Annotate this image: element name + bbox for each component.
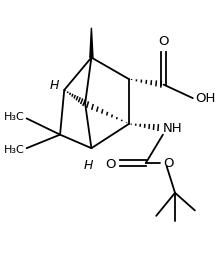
Text: H₃C: H₃C (4, 112, 24, 122)
Text: H: H (84, 159, 93, 172)
Text: O: O (106, 158, 116, 171)
Text: O: O (158, 35, 169, 48)
Text: OH: OH (195, 92, 215, 105)
Text: NH: NH (163, 122, 182, 135)
Text: H: H (50, 79, 60, 92)
Text: H₃C: H₃C (4, 144, 24, 154)
Polygon shape (90, 28, 93, 57)
Text: O: O (163, 157, 173, 169)
